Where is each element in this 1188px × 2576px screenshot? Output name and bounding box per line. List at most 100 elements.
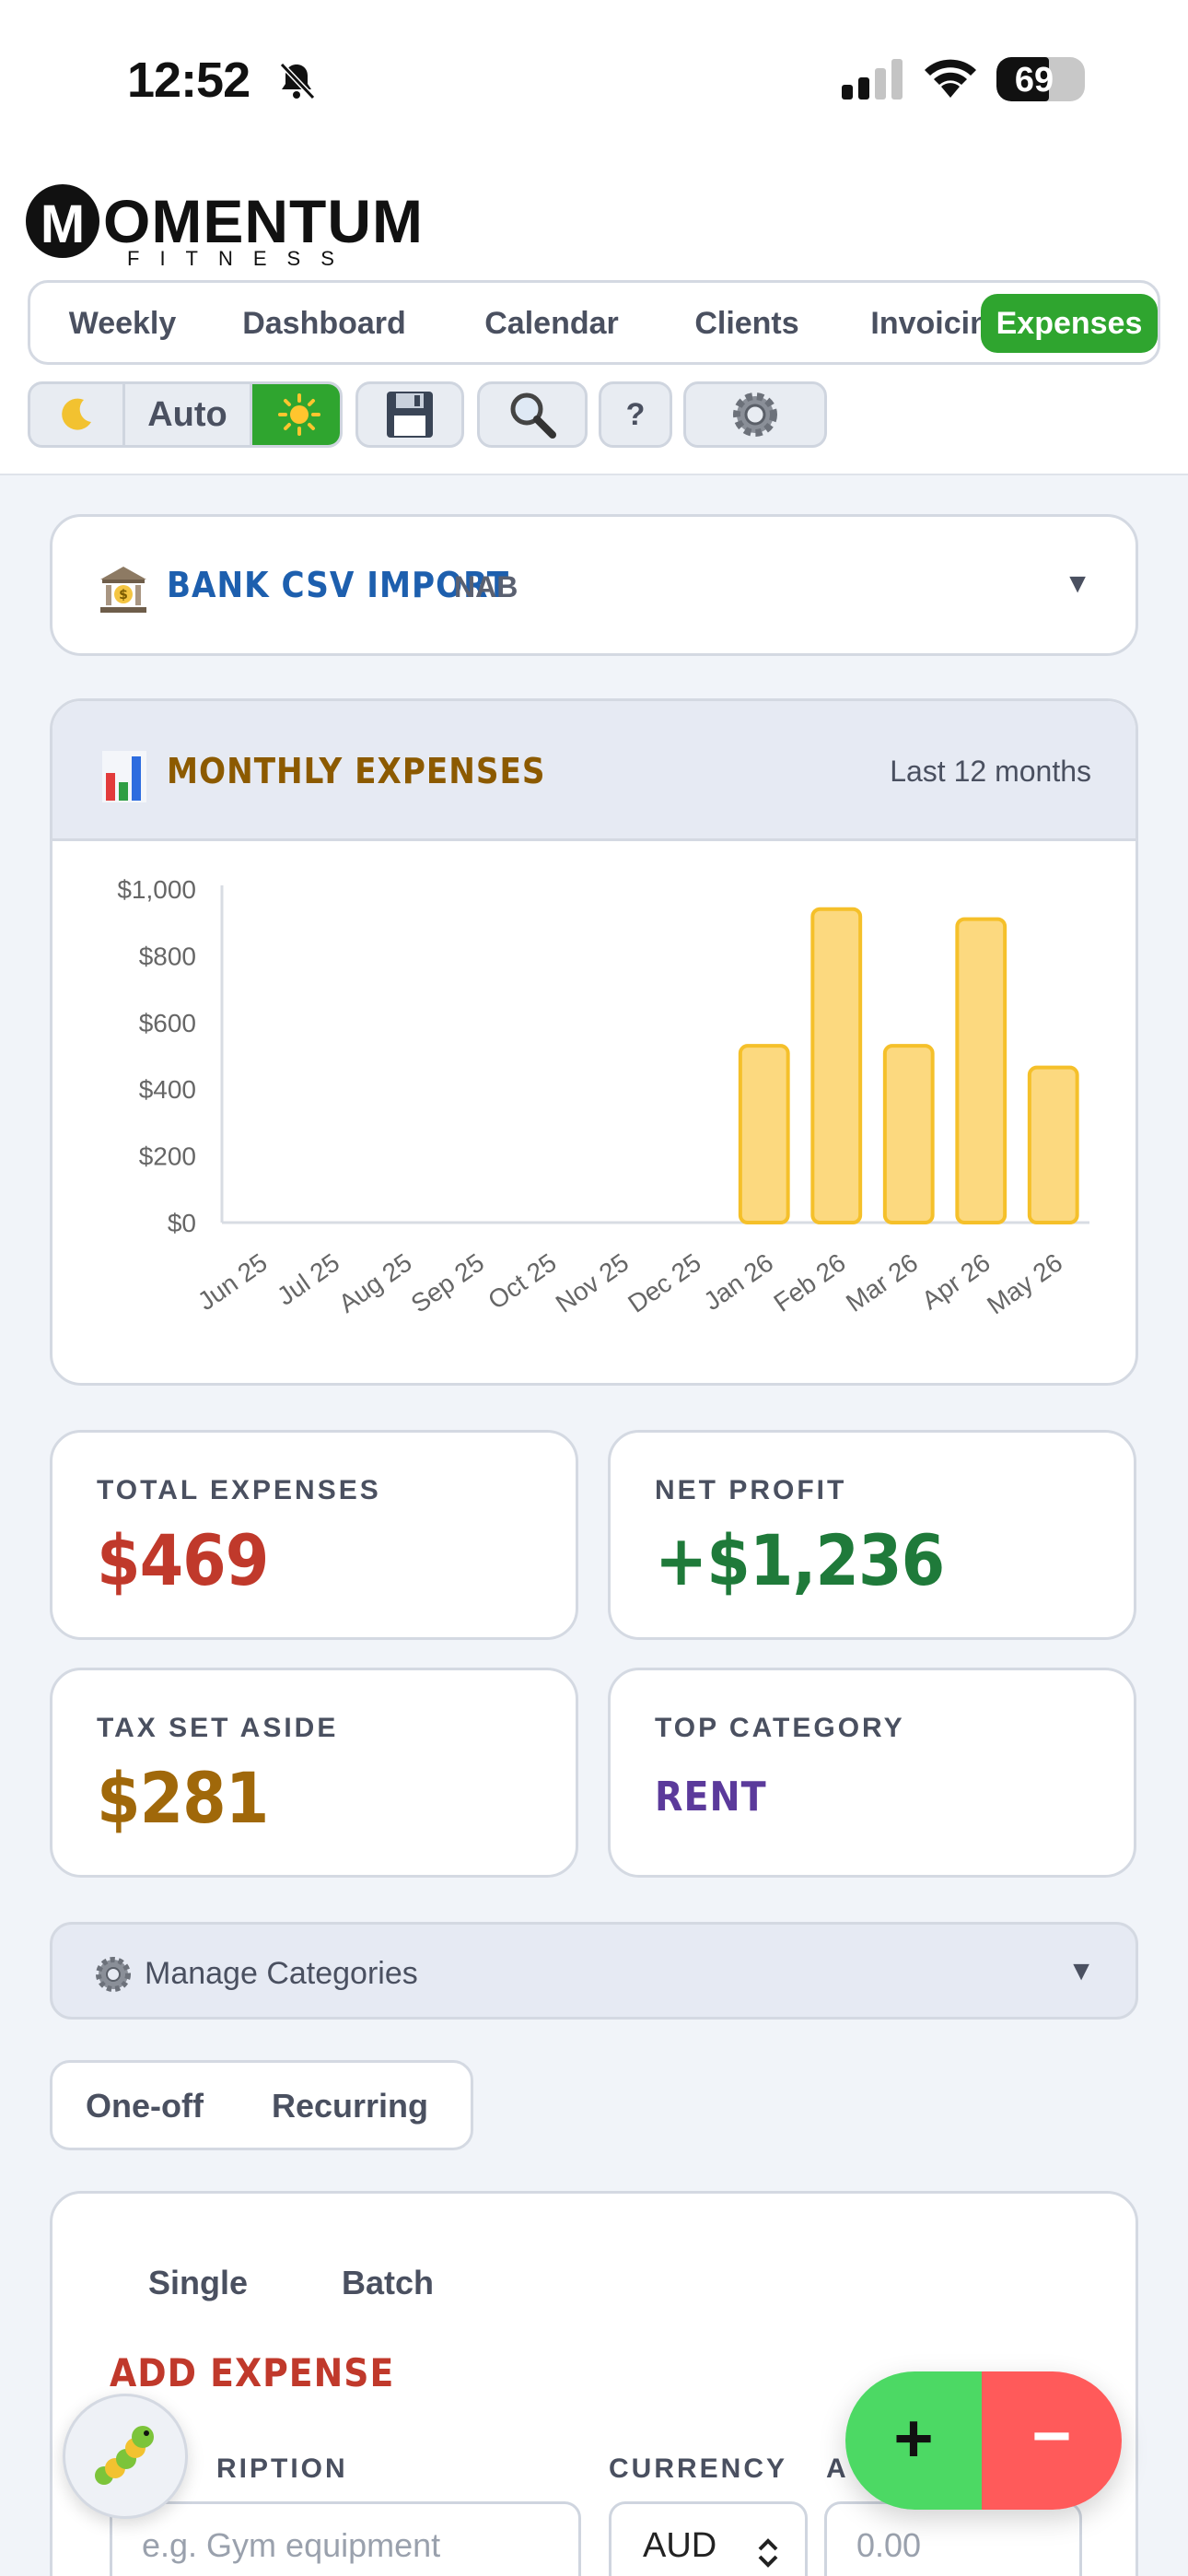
x-tick-label: Jun 25 (192, 1248, 273, 1317)
bell-muted-icon (279, 62, 316, 100)
status-time: 12:52 (127, 53, 250, 108)
sun-icon (277, 393, 320, 436)
total-expenses-card: TOTAL EXPENSES $469 (50, 1430, 578, 1640)
description-label: RIPTION (216, 2453, 348, 2484)
cell-signal-icon (842, 59, 903, 100)
help-icon: ? (625, 397, 646, 432)
logo-tagline: FITNESS (127, 247, 355, 270)
add-expense-button[interactable]: − (982, 2371, 1122, 2510)
updown-chevron-icon (758, 2538, 778, 2568)
manage-categories-label: Manage Categories (145, 1956, 418, 1991)
svg-text:$: $ (119, 588, 128, 603)
dark-mode-button[interactable] (30, 384, 122, 445)
logo-letter: M (40, 194, 86, 254)
bank-csv-import-panel[interactable]: $ BANK CSV IMPORT NAB ▼ (50, 514, 1138, 656)
bar-chart-icon (102, 751, 146, 802)
x-tick-label: Dec 25 (623, 1248, 705, 1318)
gear-icon (96, 1957, 131, 1992)
bank-icon: $ (100, 567, 146, 613)
x-tick-label: Feb 26 (769, 1248, 851, 1317)
battery-icon: 69 (996, 57, 1085, 101)
bank-import-title: BANK CSV IMPORT (167, 565, 510, 605)
add-expense-title: ADD EXPENSE (110, 2350, 395, 2395)
wifi-icon (925, 59, 976, 98)
total-expenses-value: $469 (97, 1519, 269, 1601)
monthly-expenses-card: MONTHLY EXPENSES Last 12 months $0 $200 $4… (50, 698, 1138, 1386)
tab-weekly[interactable]: Weekly (68, 306, 177, 341)
currency-label: CURRENCY (609, 2453, 788, 2484)
single-mode-tab[interactable]: Single (148, 2264, 249, 2301)
y-tick-label: $0 (168, 1209, 196, 1237)
settings-button[interactable] (683, 381, 827, 448)
logo-mark: M (26, 184, 99, 258)
bug-icon (95, 2426, 154, 2485)
top-category-value: RENT (655, 1774, 767, 1821)
monthly-expenses-chart: $0 $200 $400 $600 $800 $1,000 Jun 25 Jul 25Aug … (117, 875, 1089, 1320)
tab-clients[interactable]: Clients (694, 306, 799, 341)
bar-may-26 (1027, 1065, 1079, 1224)
chart-range: Last 12 months (890, 755, 1091, 788)
tax-set-aside-card: TAX SET ASIDE $281 (50, 1668, 578, 1878)
top-category-card: TOP CATEGORY RENT (608, 1668, 1136, 1878)
moon-icon (62, 398, 91, 430)
bar-feb-26 (810, 907, 863, 1224)
x-tick-label: Mar 26 (841, 1248, 923, 1317)
amount-label: A (826, 2453, 849, 2484)
battery-level: 69 (1014, 61, 1054, 100)
search-button[interactable] (477, 381, 588, 448)
tab-expenses[interactable]: Expenses (981, 294, 1158, 353)
light-mode-button[interactable] (250, 384, 340, 445)
currency-select[interactable]: AUD (609, 2501, 808, 2576)
bar-mar-26 (882, 1044, 935, 1224)
y-tick-label: $200 (139, 1142, 196, 1171)
main-nav-tabs: Weekly Dashboard Calendar Clients Invoic… (28, 280, 1160, 365)
x-tick-label: Jul 25 (272, 1248, 344, 1311)
add-income-button[interactable]: + (845, 2371, 982, 2510)
y-tick-label: $1,000 (117, 875, 196, 904)
net-profit-card: NET PROFIT +$1,236 (608, 1430, 1136, 1640)
tab-calendar[interactable]: Calendar (484, 306, 619, 341)
help-button[interactable]: ? (599, 381, 672, 448)
expense-type-toggle: One-off Recurring (50, 2060, 473, 2150)
floppy-disk-icon (387, 392, 433, 438)
x-tick-label: Jan 26 (699, 1248, 779, 1317)
net-profit-label: NET PROFIT (655, 1475, 847, 1505)
gear-icon (733, 392, 777, 437)
x-tick-label: May 26 (982, 1248, 1067, 1320)
chart-header: MONTHLY EXPENSES Last 12 months (52, 701, 1136, 841)
bar-jan-26 (738, 1044, 790, 1224)
chevron-down-icon: ▼ (1064, 568, 1091, 599)
x-tick-label: Nov 25 (551, 1248, 634, 1318)
search-icon (510, 392, 556, 439)
x-tick-label: Aug 25 (333, 1248, 416, 1318)
batch-mode-tab[interactable]: Batch (342, 2264, 435, 2301)
status-bar: 12:52 69 (0, 0, 1188, 157)
tax-set-aside-label: TAX SET ASIDE (97, 1713, 339, 1743)
net-profit-value: +$1,236 (655, 1519, 945, 1601)
y-tick-label: $800 (139, 942, 196, 970)
brand-logo: M OMENTUM FITNESS (26, 182, 468, 275)
description-input[interactable]: e.g. Gym equipment (110, 2501, 581, 2576)
save-button[interactable] (355, 381, 464, 448)
quick-action-pill: + − (845, 2371, 1122, 2510)
auto-theme-button[interactable]: Auto (122, 384, 250, 445)
battery-tip (1077, 70, 1085, 88)
bug-report-button[interactable] (63, 2394, 188, 2519)
app-header: 12:52 69 M OMENTUM FITNESS Weekly (0, 0, 1188, 475)
theme-switcher: Auto (28, 381, 343, 448)
top-category-label: TOP CATEGORY (655, 1713, 905, 1743)
chevron-down-icon: ▼ (1067, 1956, 1095, 1986)
one-off-option[interactable]: One-off (86, 2087, 204, 2125)
recurring-option[interactable]: Recurring (272, 2087, 429, 2125)
amount-input[interactable]: 0.00 (824, 2501, 1082, 2576)
bar-apr-26 (955, 917, 1007, 1225)
x-tick-label: Sep 25 (406, 1248, 489, 1318)
total-expenses-label: TOTAL EXPENSES (97, 1475, 381, 1505)
currency-value: AUD (643, 2526, 717, 2565)
y-tick-label: $400 (139, 1075, 196, 1104)
tax-set-aside-value: $281 (97, 1757, 269, 1839)
tab-dashboard[interactable]: Dashboard (242, 306, 406, 341)
manage-categories-panel[interactable]: Manage Categories ▼ (50, 1922, 1138, 2020)
x-tick-label: Oct 25 (483, 1248, 561, 1316)
x-tick-label: Apr 26 (916, 1248, 995, 1316)
